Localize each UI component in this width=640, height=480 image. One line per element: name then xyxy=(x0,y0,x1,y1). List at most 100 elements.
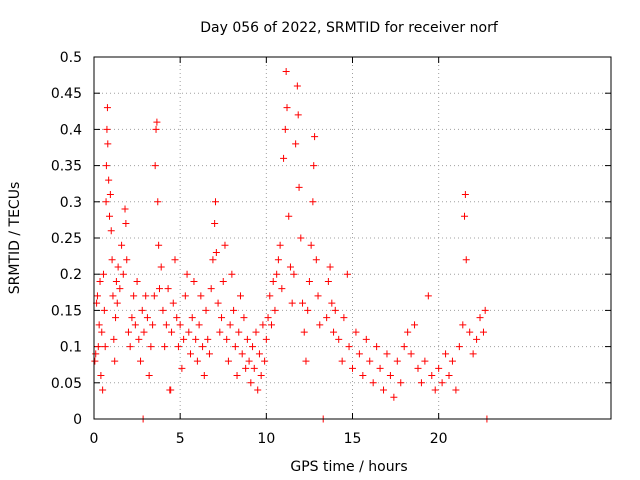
data-point xyxy=(283,104,291,112)
data-point xyxy=(247,379,255,387)
data-point xyxy=(282,67,290,75)
data-point xyxy=(128,314,136,322)
data-point xyxy=(338,357,346,365)
data-point xyxy=(207,285,215,293)
data-point xyxy=(292,140,300,148)
data-point xyxy=(102,162,110,170)
data-point xyxy=(262,335,270,343)
data-point xyxy=(331,306,339,314)
data-point xyxy=(280,154,288,162)
data-point xyxy=(304,306,312,314)
x-tick-label: 10 xyxy=(257,431,275,447)
x-tick-label: 20 xyxy=(430,431,448,447)
x-tick-label: 15 xyxy=(344,431,362,447)
data-point xyxy=(349,364,356,372)
data-point xyxy=(113,299,121,307)
data-point xyxy=(316,321,324,329)
data-point xyxy=(254,386,262,394)
data-point xyxy=(455,343,463,351)
data-point xyxy=(386,372,394,380)
data-point xyxy=(124,328,132,336)
data-point xyxy=(100,306,108,314)
data-point xyxy=(162,321,170,329)
data-point xyxy=(473,335,481,343)
data-point xyxy=(359,372,367,380)
data-point xyxy=(266,292,274,300)
data-point xyxy=(221,241,229,249)
data-point xyxy=(242,364,250,372)
data-point xyxy=(297,234,305,242)
data-point xyxy=(461,212,469,220)
data-point xyxy=(108,256,116,264)
data-point xyxy=(366,357,374,365)
data-point xyxy=(411,321,419,329)
data-point xyxy=(110,335,118,343)
data-point xyxy=(145,372,153,380)
data-point xyxy=(133,277,141,285)
data-point xyxy=(274,256,282,264)
data-point xyxy=(130,292,138,300)
data-point xyxy=(173,314,181,322)
data-point xyxy=(312,256,320,264)
y-tick-label: 0.35 xyxy=(51,159,82,175)
data-point xyxy=(479,328,487,336)
data-point xyxy=(114,263,122,271)
data-point xyxy=(240,314,248,322)
data-point xyxy=(180,335,188,343)
data-point xyxy=(137,357,145,365)
data-point xyxy=(106,191,114,199)
data-point xyxy=(131,321,139,329)
data-point xyxy=(123,256,131,264)
data-point xyxy=(309,198,317,206)
data-point xyxy=(281,125,289,133)
y-tick-label: 0.45 xyxy=(51,86,82,102)
y-tick-label: 0 xyxy=(73,412,82,428)
data-point xyxy=(193,357,201,365)
data-point xyxy=(228,270,236,278)
data-point xyxy=(112,277,120,285)
data-point xyxy=(169,299,177,307)
y-tick-label: 0.1 xyxy=(60,340,82,356)
data-point xyxy=(414,364,422,372)
data-point xyxy=(99,386,107,394)
data-point xyxy=(324,277,332,285)
data-point xyxy=(390,393,398,401)
data-point xyxy=(252,328,260,336)
data-point xyxy=(393,357,401,365)
data-point xyxy=(459,321,467,329)
data-point xyxy=(407,350,415,358)
data-point xyxy=(428,372,436,380)
data-point xyxy=(286,263,294,271)
data-point xyxy=(102,198,110,206)
data-point xyxy=(224,357,232,365)
data-point xyxy=(104,140,112,148)
y-axis: 0 0.05 0.1 0.15 0.2 0.25 0.3 0.35 0.4 0.45 0.5 xyxy=(51,50,611,428)
data-point xyxy=(462,256,470,264)
data-point xyxy=(219,277,227,285)
data-point xyxy=(268,321,276,329)
data-point xyxy=(105,176,113,184)
data-point xyxy=(448,357,456,365)
data-point xyxy=(278,285,286,293)
x-axis: 0 5 10 15 20 xyxy=(90,57,448,447)
data-point xyxy=(98,328,106,336)
data-point xyxy=(167,386,175,394)
data-point xyxy=(326,263,334,271)
data-point xyxy=(197,292,205,300)
data-point xyxy=(231,343,239,351)
data-point xyxy=(276,241,284,249)
gridlines xyxy=(93,56,611,420)
y-tick-label: 0.5 xyxy=(60,50,82,66)
data-point xyxy=(400,343,408,351)
y-tick-label: 0.2 xyxy=(60,267,82,283)
data-point xyxy=(92,350,100,358)
data-point xyxy=(328,299,336,307)
data-point xyxy=(116,285,124,293)
y-tick-label: 0.05 xyxy=(51,376,82,392)
data-point xyxy=(424,292,432,300)
data-point xyxy=(138,306,146,314)
data-point xyxy=(161,343,169,351)
data-point xyxy=(362,335,370,343)
data-point xyxy=(355,350,363,358)
data-point xyxy=(204,335,212,343)
